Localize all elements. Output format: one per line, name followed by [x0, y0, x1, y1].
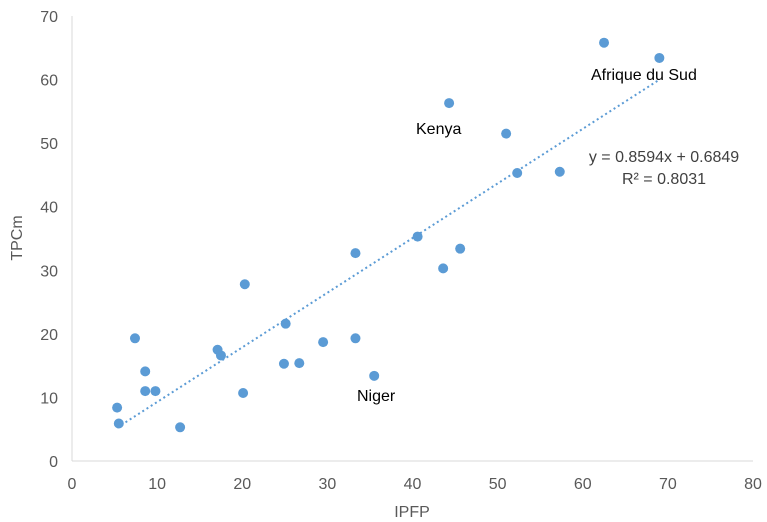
- y-tick-labels: 0 10 20 30 40 50 60 70: [40, 9, 58, 471]
- data-point: [318, 337, 329, 348]
- data-point: [554, 166, 565, 177]
- y-tick-label: 50: [40, 136, 58, 153]
- x-axis-title: IPFP: [394, 504, 430, 521]
- annotation-kenya: Kenya: [416, 121, 461, 138]
- annotation-afrique-du-sud: Afrique du Sud: [591, 67, 697, 84]
- data-point: [113, 418, 124, 429]
- annotation-niger: Niger: [357, 388, 396, 405]
- data-point: [175, 422, 186, 433]
- x-tick-label: 20: [233, 476, 251, 493]
- data-point: [129, 333, 140, 344]
- y-tick-label: 0: [49, 454, 58, 471]
- data-point: [350, 248, 361, 259]
- x-tick-label: 60: [574, 476, 592, 493]
- data-point: [112, 402, 123, 413]
- data-point: [369, 370, 380, 381]
- y-tick-label: 70: [40, 9, 58, 26]
- trendline-r-squared: R² = 0.8031: [622, 171, 706, 188]
- x-tick-label: 50: [489, 476, 507, 493]
- x-tick-label: 40: [404, 476, 422, 493]
- y-tick-label: 30: [40, 263, 58, 280]
- data-point: [438, 263, 449, 274]
- data-point: [280, 318, 291, 329]
- x-tick-labels: 0 10 20 30 40 50 60 70 80: [68, 476, 762, 493]
- x-tick-label: 30: [318, 476, 336, 493]
- axes: [71, 16, 753, 462]
- trendline-equation: y = 0.8594x + 0.6849: [589, 149, 739, 166]
- data-point: [150, 386, 161, 397]
- data-point: [278, 358, 289, 369]
- y-tick-label: 60: [40, 73, 58, 90]
- y-axis-title: TPCm: [9, 215, 26, 260]
- data-point: [215, 350, 226, 361]
- trendline: [116, 78, 660, 429]
- data-point: [501, 128, 512, 139]
- data-points: [112, 37, 665, 433]
- data-point: [455, 243, 466, 254]
- data-point: [140, 386, 151, 397]
- y-tick-label: 10: [40, 390, 58, 407]
- x-tick-label: 0: [68, 476, 77, 493]
- data-point: [444, 98, 455, 109]
- data-point: [599, 37, 610, 48]
- y-tick-label: 20: [40, 327, 58, 344]
- data-point: [654, 52, 665, 63]
- x-tick-label: 80: [744, 476, 762, 493]
- data-point: [294, 358, 305, 369]
- data-point: [238, 387, 249, 398]
- data-point: [350, 333, 361, 344]
- data-point: [512, 168, 523, 179]
- y-tick-label: 40: [40, 200, 58, 217]
- data-point: [412, 231, 423, 242]
- x-tick-label: 10: [148, 476, 166, 493]
- data-point: [140, 366, 151, 377]
- data-point: [239, 279, 250, 290]
- x-tick-label: 70: [659, 476, 677, 493]
